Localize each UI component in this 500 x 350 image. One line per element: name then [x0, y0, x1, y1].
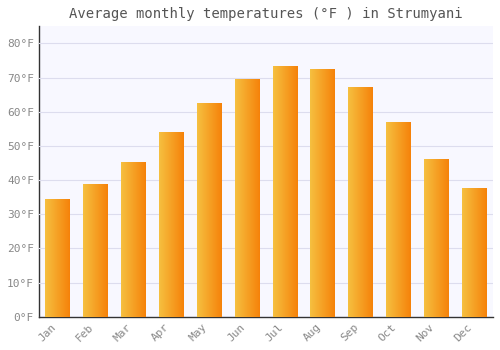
Title: Average monthly temperatures (°F ) in Strumyani: Average monthly temperatures (°F ) in St…: [69, 7, 462, 21]
